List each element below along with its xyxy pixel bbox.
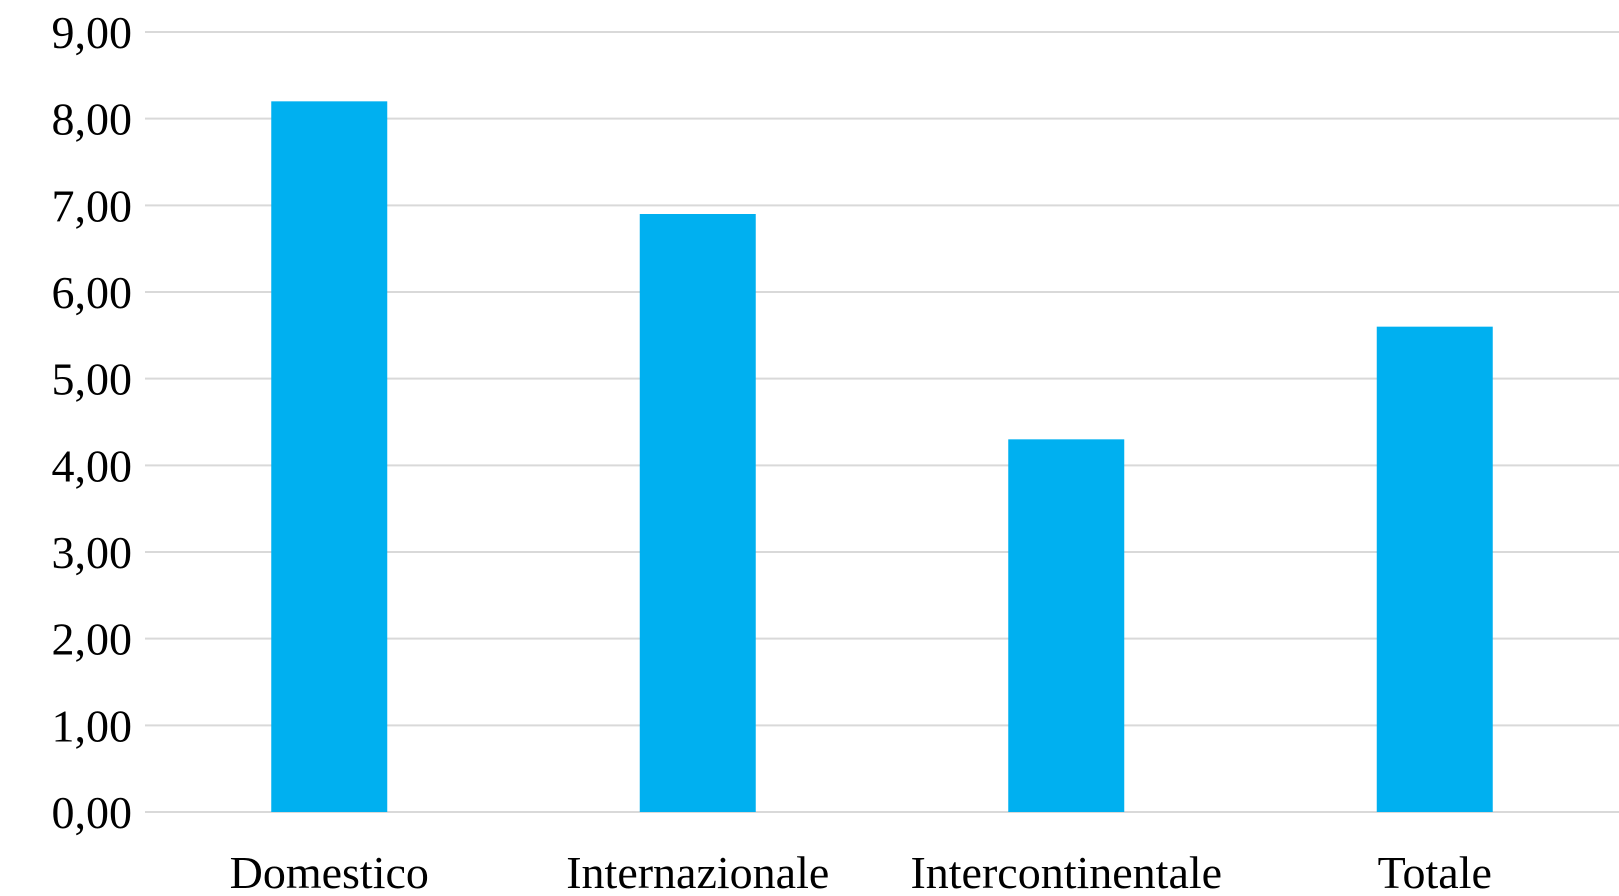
gridlines (145, 31, 1619, 813)
x-category-label: Intercontinentale (910, 847, 1222, 896)
bar-intercontinentale (1008, 439, 1125, 812)
x-category-label: Totale (1378, 847, 1492, 896)
x-category-label: Domestico (230, 847, 429, 896)
y-tick-label: 2,00 (52, 614, 133, 665)
y-tick-label: 8,00 (52, 94, 133, 145)
y-tick-label: 1,00 (52, 700, 133, 751)
bar-domestico (271, 101, 388, 813)
y-tick-label: 6,00 (52, 267, 133, 318)
y-axis-tick-labels: 0,00 1,00 2,00 3,00 4,00 5,00 6,00 7,00 8,00 9,00 (52, 7, 133, 838)
bar-totale (1376, 326, 1493, 812)
x-axis-category-labels: Domestico Internazionale Intercontinentale… (230, 847, 1492, 896)
x-category-label: Internazionale (566, 847, 829, 896)
y-tick-label: 5,00 (52, 354, 133, 405)
y-tick-label: 4,00 (52, 440, 133, 491)
y-tick-label: 7,00 (52, 180, 133, 231)
bars (271, 101, 1493, 813)
y-tick-label: 9,00 (52, 7, 133, 58)
y-tick-label: 3,00 (52, 527, 133, 578)
bar-internazionale (639, 214, 756, 812)
y-tick-label: 0,00 (52, 787, 133, 838)
